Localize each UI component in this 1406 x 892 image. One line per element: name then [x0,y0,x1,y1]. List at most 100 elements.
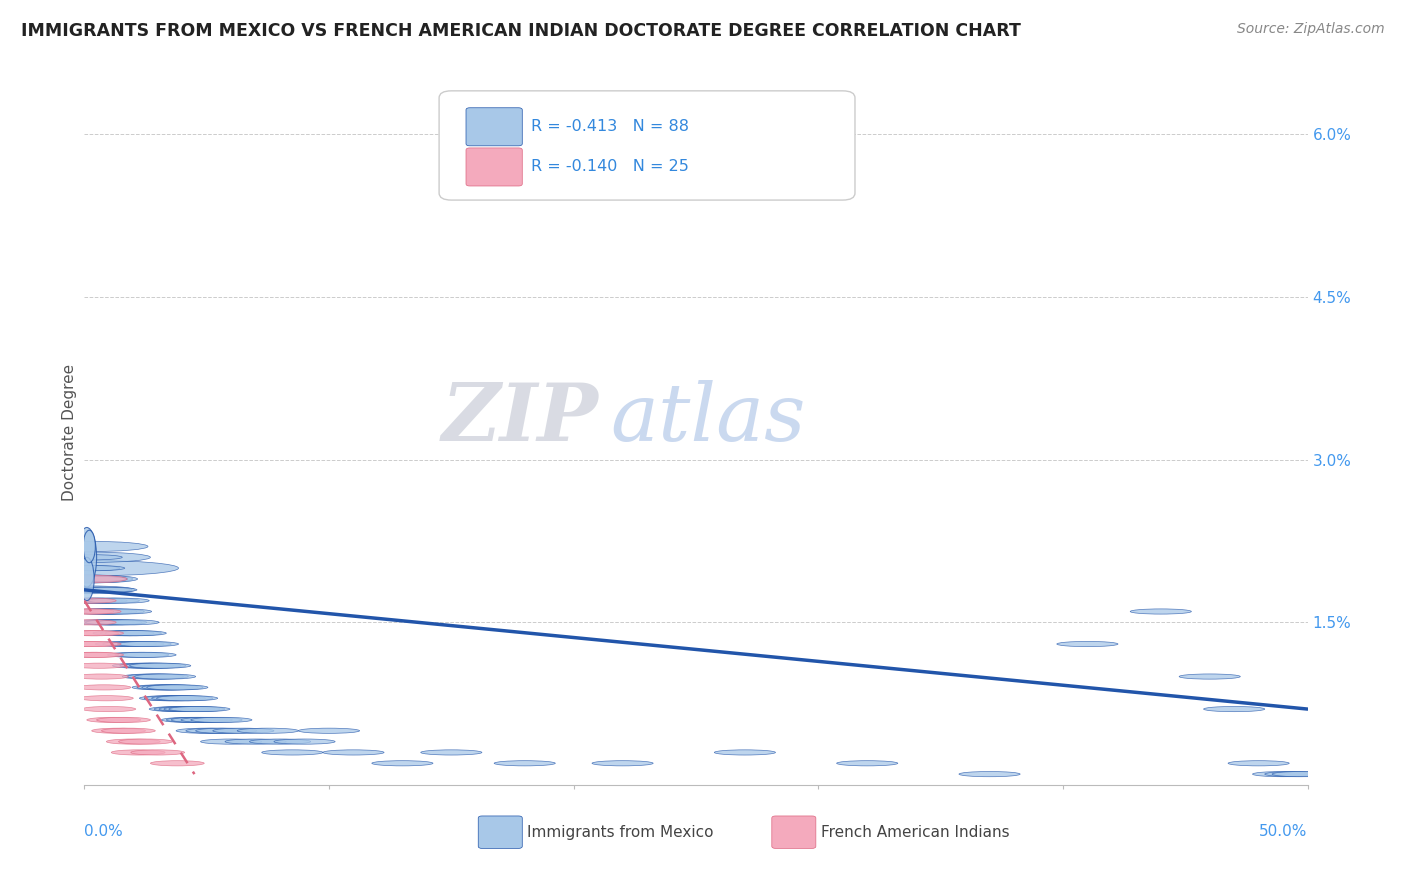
FancyBboxPatch shape [465,148,522,186]
Ellipse shape [77,527,97,587]
Ellipse shape [67,641,121,647]
Text: IMMIGRANTS FROM MEXICO VS FRENCH AMERICAN INDIAN DOCTORATE DEGREE CORRELATION CH: IMMIGRANTS FROM MEXICO VS FRENCH AMERICA… [21,22,1021,40]
Ellipse shape [70,587,132,592]
Ellipse shape [139,696,201,701]
Ellipse shape [120,663,181,668]
Ellipse shape [274,739,335,744]
Ellipse shape [125,663,186,668]
Ellipse shape [149,706,211,712]
Ellipse shape [69,587,129,592]
Ellipse shape [1253,772,1313,777]
Text: R = -0.413   N = 88: R = -0.413 N = 88 [531,120,689,135]
Ellipse shape [93,631,155,636]
Ellipse shape [97,717,150,723]
Ellipse shape [41,575,132,582]
Ellipse shape [63,566,125,571]
Ellipse shape [1272,772,1333,777]
Ellipse shape [195,728,257,733]
Ellipse shape [89,598,149,603]
Ellipse shape [65,631,118,636]
Text: French American Indians: French American Indians [821,825,1010,839]
Ellipse shape [837,761,898,766]
Ellipse shape [225,739,287,744]
Ellipse shape [60,555,122,560]
Ellipse shape [60,609,114,614]
Ellipse shape [28,552,150,563]
Ellipse shape [80,696,134,701]
Ellipse shape [146,685,208,690]
Ellipse shape [66,598,127,603]
Ellipse shape [82,706,136,712]
Ellipse shape [714,750,776,755]
Ellipse shape [1180,674,1240,679]
Ellipse shape [87,717,141,723]
Text: atlas: atlas [610,380,806,458]
Ellipse shape [117,641,179,647]
Ellipse shape [166,717,228,723]
Ellipse shape [80,558,94,600]
Ellipse shape [66,576,127,582]
Ellipse shape [0,560,179,576]
Ellipse shape [70,631,124,636]
Ellipse shape [186,728,247,733]
Ellipse shape [156,696,218,701]
Ellipse shape [592,761,654,766]
Ellipse shape [76,609,136,614]
Ellipse shape [80,620,142,625]
Ellipse shape [112,663,174,668]
Ellipse shape [91,728,146,733]
Ellipse shape [262,750,323,755]
Ellipse shape [212,728,274,733]
Ellipse shape [75,674,128,679]
Ellipse shape [155,706,215,712]
Ellipse shape [83,609,145,614]
Ellipse shape [77,685,131,690]
Ellipse shape [73,620,135,625]
Ellipse shape [201,739,262,744]
Ellipse shape [420,750,482,755]
Ellipse shape [176,728,238,733]
Ellipse shape [72,663,127,668]
Ellipse shape [323,750,384,755]
Text: 50.0%: 50.0% [1260,823,1308,838]
Ellipse shape [135,674,195,679]
Ellipse shape [298,728,360,733]
Ellipse shape [65,652,118,657]
Ellipse shape [67,609,121,614]
Ellipse shape [86,620,146,625]
Ellipse shape [142,685,202,690]
Ellipse shape [1204,706,1265,712]
Ellipse shape [162,717,222,723]
Ellipse shape [959,772,1021,777]
FancyBboxPatch shape [772,816,815,848]
Ellipse shape [83,530,96,563]
Ellipse shape [159,706,221,712]
Ellipse shape [494,761,555,766]
Ellipse shape [107,739,160,744]
Ellipse shape [115,652,176,657]
Ellipse shape [127,674,188,679]
Ellipse shape [25,541,148,551]
Ellipse shape [165,706,225,712]
Ellipse shape [191,717,252,723]
Ellipse shape [59,566,120,571]
Ellipse shape [103,641,165,647]
Ellipse shape [172,717,232,723]
Ellipse shape [79,598,139,603]
Ellipse shape [152,696,212,701]
Ellipse shape [1227,761,1289,766]
Ellipse shape [60,598,122,603]
Ellipse shape [249,739,311,744]
FancyBboxPatch shape [439,91,855,200]
Ellipse shape [69,609,129,614]
Ellipse shape [118,739,173,744]
Ellipse shape [60,641,114,647]
Ellipse shape [110,641,172,647]
FancyBboxPatch shape [465,108,522,145]
Ellipse shape [132,685,193,690]
Ellipse shape [46,575,138,582]
Text: ZIP: ZIP [441,380,598,458]
Ellipse shape [150,761,204,766]
Ellipse shape [145,696,205,701]
Ellipse shape [1130,609,1191,614]
